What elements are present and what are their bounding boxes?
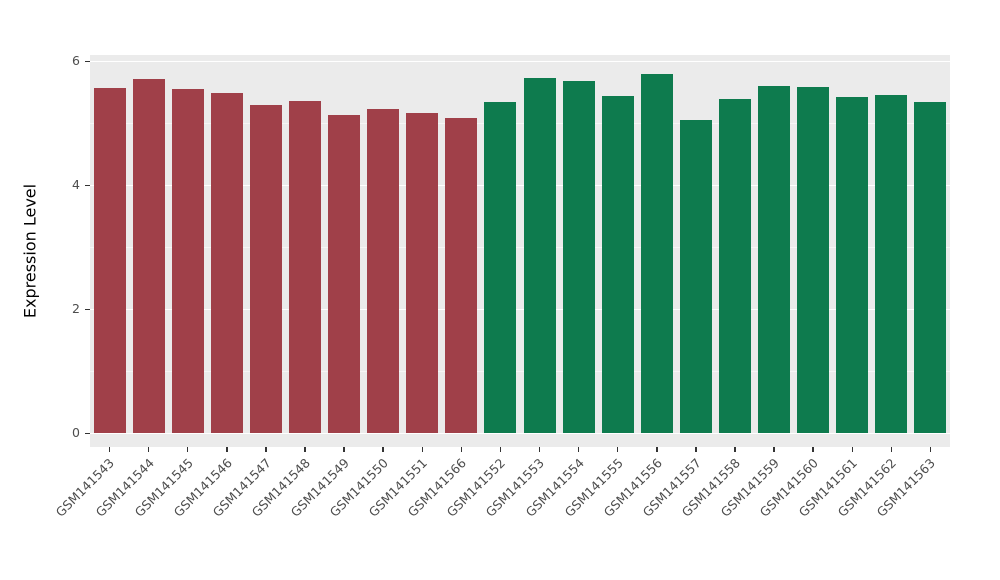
y-tick-label: 6 bbox=[72, 53, 80, 68]
bar bbox=[484, 101, 517, 433]
x-axis-tick bbox=[421, 447, 424, 452]
bar bbox=[249, 105, 282, 433]
y-axis-tick bbox=[85, 308, 90, 310]
bar bbox=[93, 88, 126, 433]
bar bbox=[171, 88, 204, 433]
x-axis-tick bbox=[265, 447, 267, 452]
bar bbox=[562, 80, 595, 433]
bar bbox=[719, 98, 751, 433]
bar bbox=[406, 113, 439, 433]
y-axis-tick bbox=[85, 60, 90, 62]
y-axis-title: Expression Level bbox=[20, 183, 40, 319]
bar bbox=[132, 78, 165, 433]
x-axis-tick bbox=[851, 447, 854, 452]
x-axis-tick bbox=[147, 447, 150, 452]
x-axis-tick bbox=[108, 447, 111, 452]
bar bbox=[797, 87, 830, 433]
bar bbox=[875, 95, 908, 433]
x-axis-tick bbox=[226, 447, 228, 452]
x-axis-tick bbox=[499, 447, 502, 452]
x-axis-tick bbox=[812, 447, 814, 452]
bar bbox=[679, 119, 712, 433]
bar bbox=[367, 108, 400, 433]
x-axis-tick bbox=[616, 447, 619, 452]
plot-panel: 0 2 4 6 GSM141543 GSM141544 GSM141545 GSM141546… bbox=[53, 54, 950, 520]
y-tick-label: 2 bbox=[72, 301, 80, 316]
y-axis-tick bbox=[85, 432, 90, 434]
major-gridline bbox=[90, 433, 950, 435]
x-axis-tick bbox=[304, 447, 306, 452]
x-axis-tick bbox=[382, 447, 384, 452]
x-axis-tick bbox=[734, 447, 736, 452]
x-axis-tick bbox=[343, 447, 345, 452]
x-axis-tick bbox=[890, 447, 893, 452]
x-axis-tick bbox=[577, 447, 580, 452]
x-axis-tick bbox=[773, 447, 775, 452]
x-axis-tick bbox=[695, 447, 697, 452]
x-axis-tick bbox=[460, 447, 463, 452]
bar bbox=[289, 101, 321, 433]
bar bbox=[758, 85, 791, 433]
bar bbox=[640, 74, 673, 433]
bar bbox=[445, 118, 478, 433]
bar bbox=[601, 95, 634, 433]
x-axis-tick bbox=[656, 447, 658, 452]
bar bbox=[914, 101, 947, 433]
bar bbox=[836, 96, 869, 433]
bar bbox=[210, 93, 243, 433]
x-axis-tick bbox=[929, 447, 932, 452]
y-axis-tick bbox=[85, 184, 90, 186]
major-gridline bbox=[90, 61, 950, 63]
x-axis-tick bbox=[538, 447, 541, 452]
y-tick-label: 0 bbox=[72, 425, 80, 440]
x-axis-tick bbox=[186, 447, 189, 452]
y-tick-label: 4 bbox=[72, 177, 80, 192]
bar bbox=[328, 114, 361, 433]
bar bbox=[523, 77, 556, 433]
